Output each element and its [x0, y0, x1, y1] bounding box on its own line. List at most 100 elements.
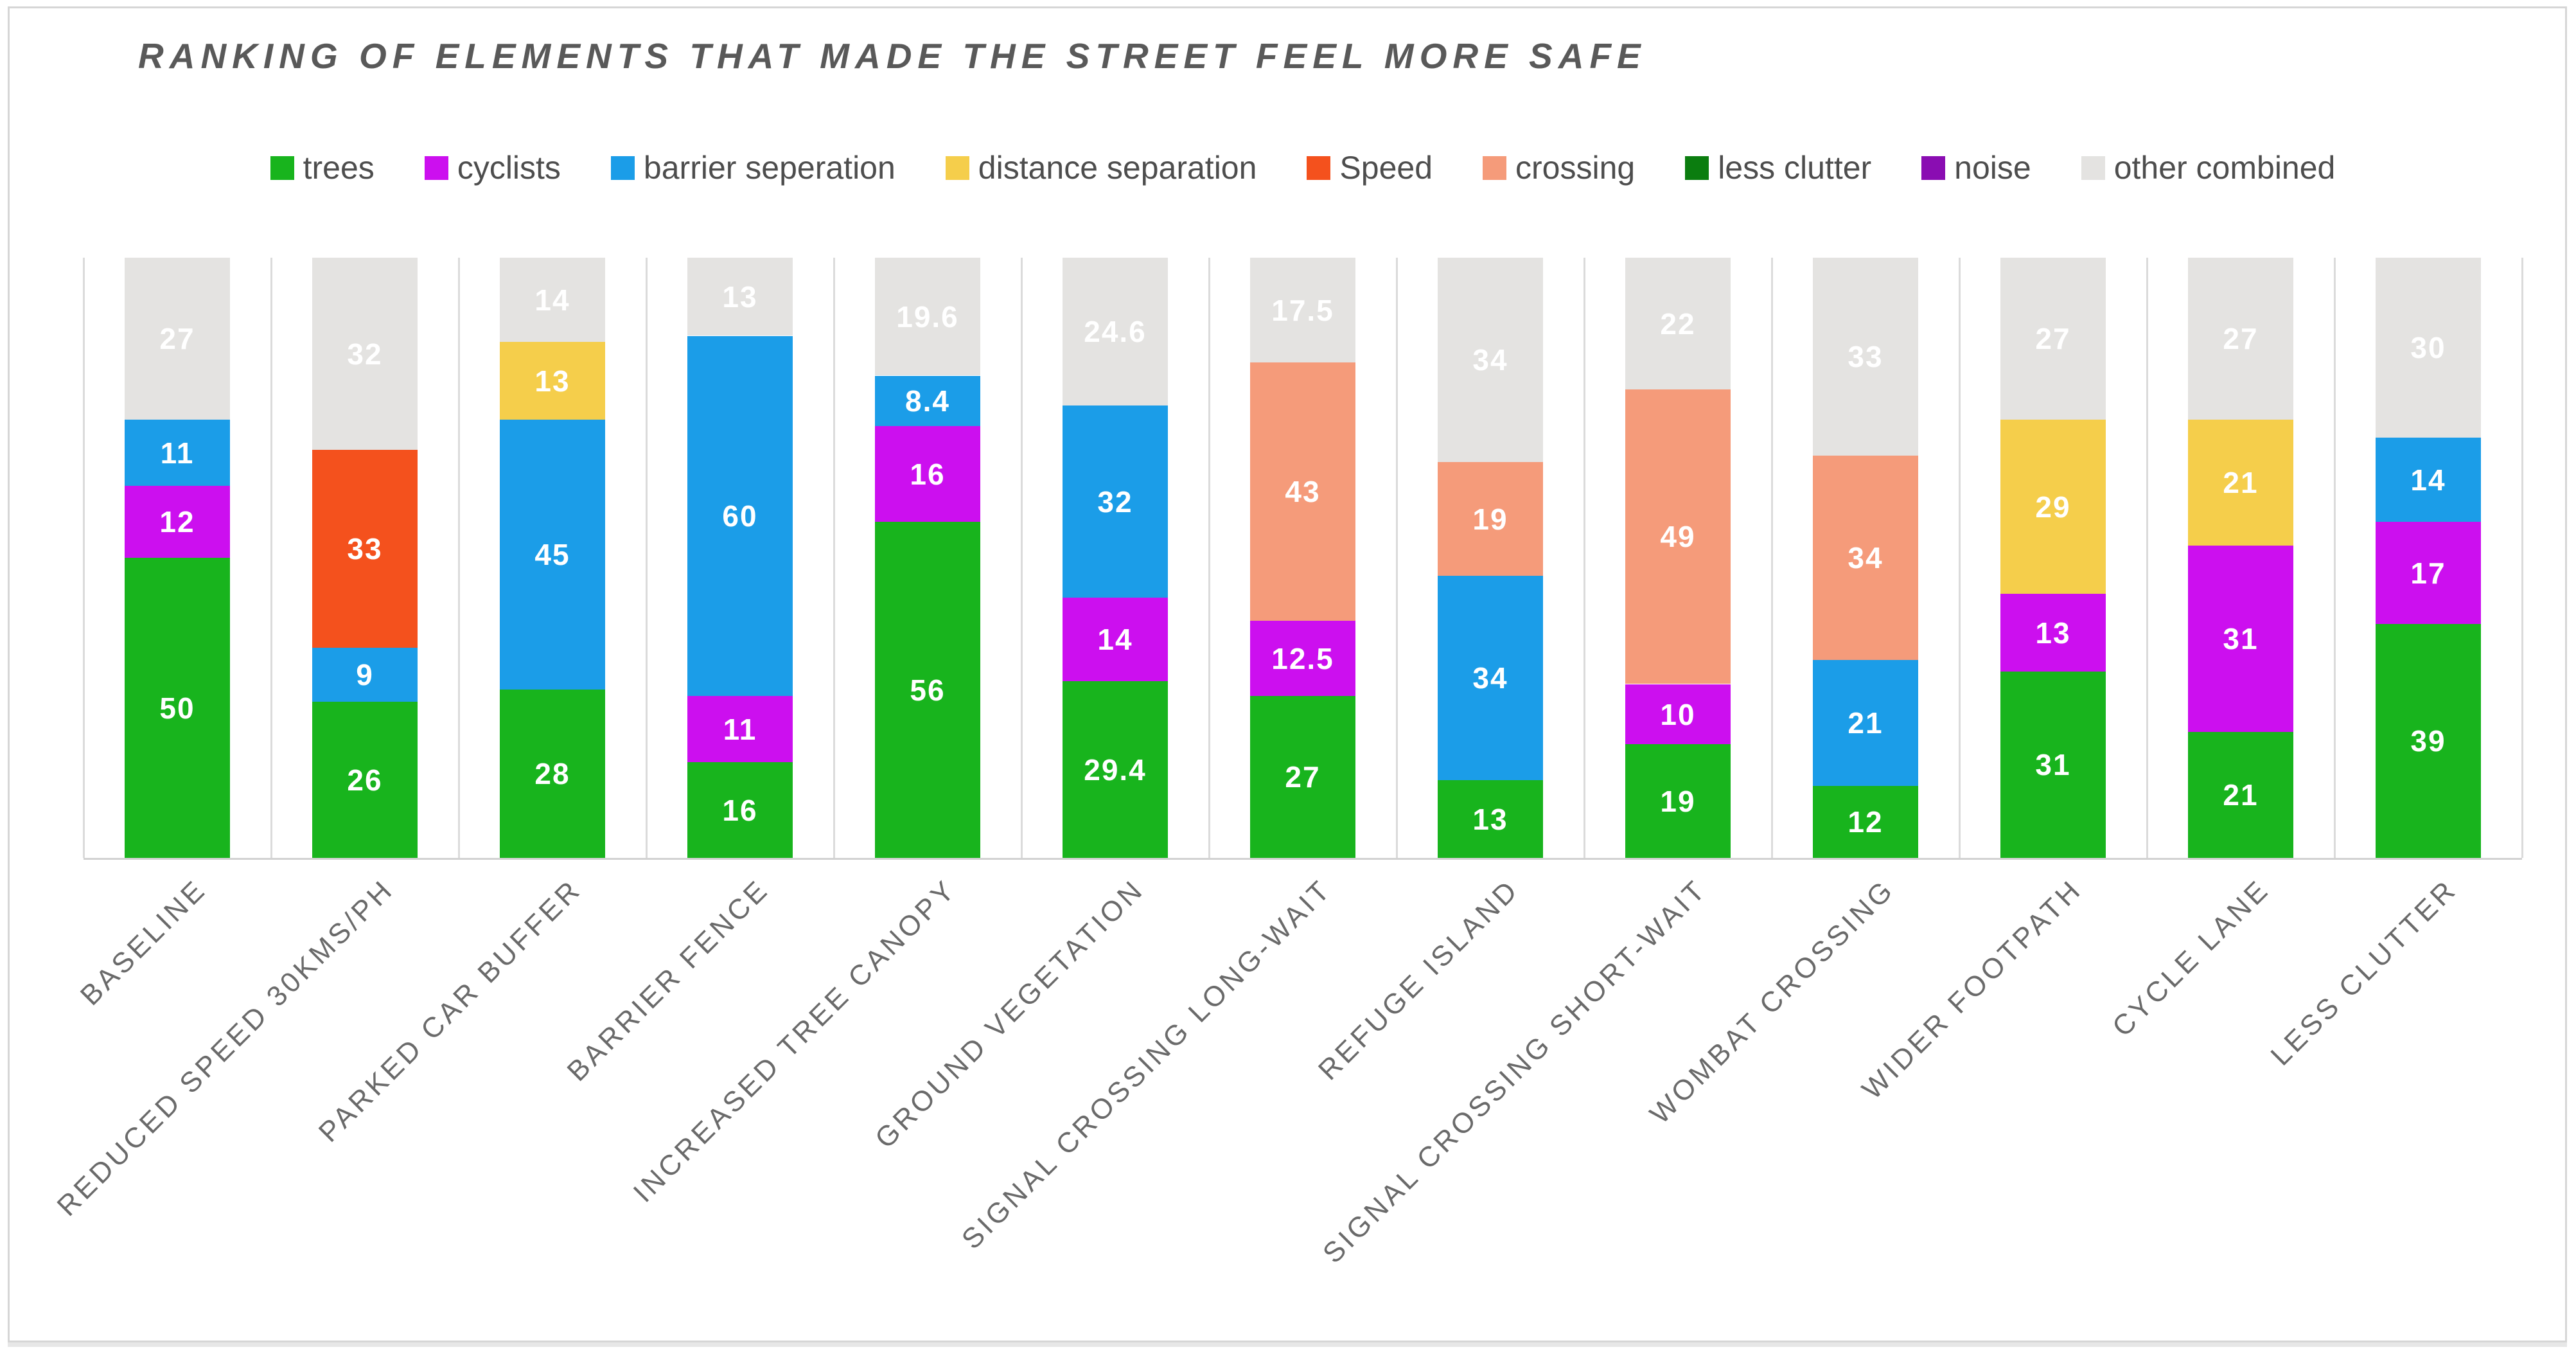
bar-value-label: 11: [160, 436, 195, 470]
legend-label: cyclists: [457, 150, 561, 186]
bar-value-label: 16: [910, 457, 946, 491]
bar-segment-other-combined: 24.6: [1063, 258, 1168, 405]
bar-segment-trees: 19: [1625, 744, 1731, 858]
legend-item-less-clutter: less clutter: [1685, 149, 1871, 186]
x-axis-label: WIDER FOOTPATH: [1856, 873, 2088, 1106]
x-axis-label: INCREASED TREE CANOPY: [628, 873, 963, 1209]
category-separator-line: [83, 258, 85, 858]
bar-segment-trees: 12: [1813, 786, 1918, 858]
bar-segment-other-combined: 19.6: [875, 258, 980, 375]
legend-swatch-icon: [610, 156, 635, 180]
legend-swatch-icon: [945, 156, 969, 180]
bar-value-label: 22: [1660, 307, 1696, 341]
bar-segment-other-combined: 27: [2188, 258, 2293, 420]
bar-segment-barrier-seperation: 45: [500, 420, 605, 690]
bar-segment-trees: 26: [312, 702, 418, 858]
bar-value-label: 12.5: [1271, 641, 1334, 675]
legend-item-barrier-seperation: barrier seperation: [610, 149, 895, 186]
bar-segment-other-combined: 33: [1813, 258, 1918, 456]
bar-segment-trees: 13: [1438, 780, 1543, 858]
bar-segment-other-combined: 34: [1438, 258, 1543, 462]
legend-swatch-icon: [1921, 156, 1946, 180]
bar-value-label: 39: [2410, 724, 2446, 758]
category-separator-line: [1771, 258, 1773, 858]
bar-value-label: 12: [1848, 805, 1883, 839]
bar-segment-speed: 33: [312, 450, 418, 648]
bar-segment-trees: 31: [2000, 672, 2106, 858]
bar-segment-barrier-seperation: 32: [1063, 405, 1168, 598]
bar-value-label: 29.4: [1084, 753, 1147, 787]
x-axis-labels: BASELINE REDUCED SPEED 30KMS/PH PARKED CAR…: [51, 858, 2522, 1333]
bar-value-label: 13: [534, 364, 570, 398]
bar-value-label: 13: [722, 280, 758, 314]
bar-value-label: 9: [356, 658, 374, 691]
bar-segment-trees: 29.4: [1063, 681, 1168, 858]
bar-segment-cyclists: 31: [2188, 546, 2293, 732]
bar-segment-trees: 27: [1250, 696, 1355, 858]
legend-label: other combined: [2113, 150, 2336, 186]
bar-segment-other-combined: 22: [1625, 258, 1731, 389]
legend-label: Speed: [1339, 150, 1433, 186]
bar-value-label: 31: [2035, 748, 2071, 781]
bar-segment-barrier-seperation: 8.4: [875, 376, 980, 426]
bar-segment-other-combined: 32: [312, 258, 418, 450]
bar-value-label: 19: [1660, 784, 1696, 818]
bar-segment-cyclists: 12: [125, 486, 230, 558]
legend-item-crossing: crossing: [1483, 149, 1635, 186]
legend-item-speed: Speed: [1307, 149, 1433, 186]
bar-value-label: 19: [1472, 502, 1508, 536]
bar-value-label: 31: [2223, 622, 2259, 655]
bar-segment-cyclists: 12.5: [1250, 621, 1355, 696]
bar-value-label: 33: [347, 532, 383, 566]
bar-segment-other-combined: 17.5: [1250, 258, 1355, 362]
bar-segment-crossing: 34: [1813, 456, 1918, 660]
bar-segment-barrier-seperation: 14: [2376, 438, 2481, 522]
bar-value-label: 49: [1660, 520, 1696, 553]
bar-value-label: 26: [347, 763, 383, 797]
bar-value-label: 12: [159, 505, 195, 539]
bar-segment-barrier-seperation: 9: [312, 648, 418, 702]
bar-value-label: 8.4: [905, 384, 950, 418]
legend-label: barrier seperation: [643, 150, 895, 186]
bar-value-label: 28: [534, 757, 570, 790]
bar-value-label: 10: [1660, 697, 1696, 731]
legend-item-noise: noise: [1921, 149, 2031, 186]
category-separator-line: [833, 258, 835, 858]
legend-label: crossing: [1515, 150, 1636, 186]
bar-value-label: 17: [2410, 556, 2446, 590]
bar-value-label: 50: [159, 691, 195, 725]
bar-segment-other-combined: 27: [125, 258, 230, 420]
bar-segment-crossing: 19: [1438, 462, 1543, 576]
bar-value-label: 32: [347, 337, 383, 371]
bar-segment-other-combined: 14: [500, 258, 605, 342]
bar-value-label: 34: [1472, 661, 1508, 695]
category-separator-line: [646, 258, 648, 858]
bar-value-label: 21: [2223, 778, 2259, 812]
bar-segment-other-combined: 13: [687, 258, 793, 335]
bar-value-label: 34: [1472, 343, 1508, 377]
bar-value-label: 27: [2223, 322, 2259, 355]
bar-segment-trees: 50: [125, 558, 230, 858]
bar-segment-cyclists: 14: [1063, 597, 1168, 681]
legend-item-other-combined: other combined: [2081, 149, 2336, 186]
bar-segment-cyclists: 10: [1625, 684, 1731, 744]
legend-label: distance separation: [978, 150, 1257, 186]
legend-swatch-icon: [2081, 156, 2105, 180]
category-separator-line: [270, 258, 272, 858]
plot-area: 50 12 11 27 26 9 33 32 28 45 13 14 16 11 60 13 56 16 8.4 19…: [83, 258, 2523, 860]
bar-value-label: 13: [1472, 802, 1508, 836]
chart-legend: trees cyclists barrier seperation distance …: [84, 149, 2522, 186]
bar-value-label: 16: [722, 793, 758, 827]
bar-segment-cyclists: 17: [2376, 522, 2481, 624]
category-separator-line: [2146, 258, 2148, 858]
legend-swatch-icon: [1307, 156, 1331, 180]
bar-segment-other-combined: 27: [2000, 258, 2106, 420]
x-axis-label: REDUCED SPEED 30KMS/PH: [51, 873, 400, 1222]
bar-segment-barrier-seperation: 21: [1813, 660, 1918, 786]
bar-segment-distance-separation: 29: [2000, 420, 2106, 594]
bar-value-label: 27: [2035, 322, 2071, 355]
bar-value-label: 14: [2410, 463, 2446, 497]
legend-label: trees: [303, 150, 375, 186]
legend-label: noise: [1954, 150, 2031, 186]
category-separator-line: [1208, 258, 1210, 858]
